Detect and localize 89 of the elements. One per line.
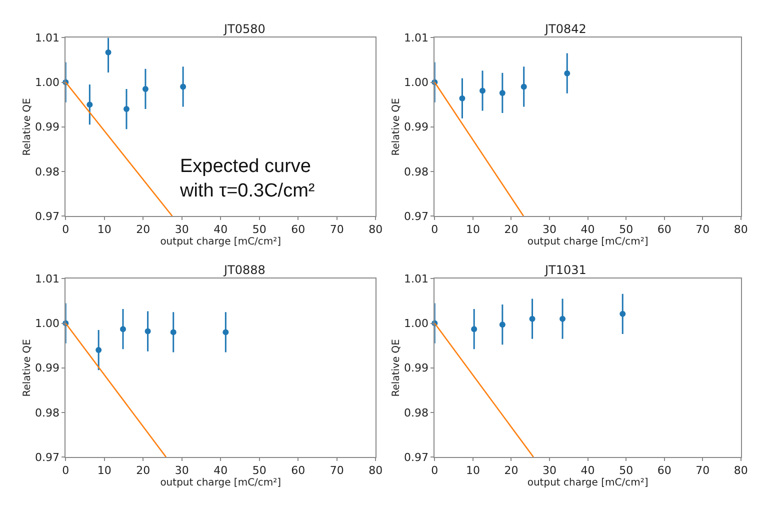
y-tick-label: 0.98 bbox=[34, 165, 60, 178]
x-tick-label: 60 bbox=[291, 223, 306, 236]
point bbox=[529, 316, 536, 322]
x-tick-label: 0 bbox=[62, 223, 70, 236]
y-axis-title: Relative QE bbox=[22, 98, 33, 156]
point bbox=[564, 70, 570, 76]
x-tick-label: 20 bbox=[136, 223, 150, 236]
point bbox=[120, 326, 126, 332]
x-tick-label: 40 bbox=[580, 464, 595, 478]
y-tick-label: 0.98 bbox=[34, 406, 60, 420]
y-tick-label: 0.99 bbox=[404, 120, 428, 134]
x-tick-label: 80 bbox=[734, 464, 748, 478]
chart-title: JT0580 bbox=[223, 22, 266, 36]
point bbox=[180, 84, 186, 90]
x-tick-label: 10 bbox=[466, 223, 480, 236]
x-tick-label: 70 bbox=[330, 464, 344, 478]
point bbox=[96, 347, 102, 354]
x-axis-title: output charge [mC/cm²] bbox=[160, 236, 282, 248]
point bbox=[105, 49, 112, 56]
x-tick-label: 0 bbox=[431, 464, 438, 478]
y-tick-label: 0.97 bbox=[404, 450, 428, 464]
x-tick-label: 70 bbox=[696, 223, 710, 236]
x-axis-title: output charge [mC/cm²] bbox=[160, 478, 282, 489]
chart-title: JT0888 bbox=[223, 263, 266, 277]
y-tick-label: 1.01 bbox=[34, 32, 60, 45]
x-tick-label: 80 bbox=[368, 223, 383, 236]
x-tick-label: 0 bbox=[62, 464, 70, 478]
y-tick-label: 0.99 bbox=[404, 362, 428, 375]
x-tick-label: 70 bbox=[696, 464, 710, 478]
x-tick-label: 30 bbox=[542, 223, 557, 236]
point bbox=[170, 329, 176, 336]
x-tick-label: 30 bbox=[174, 464, 189, 478]
point bbox=[222, 329, 229, 336]
y-tick-label: 1.00 bbox=[404, 76, 428, 90]
y-tick-label: 0.99 bbox=[34, 120, 60, 134]
y-tick-label: 1.01 bbox=[34, 272, 60, 286]
x-tick-label: 30 bbox=[174, 223, 189, 236]
x-tick-label: 20 bbox=[504, 464, 518, 478]
y-tick-label: 0.97 bbox=[34, 450, 60, 464]
point bbox=[499, 90, 506, 96]
x-tick-label: 50 bbox=[252, 464, 266, 478]
x-tick-label: 80 bbox=[734, 223, 748, 236]
annotation: Expected curve with τ=0.3C/cm² bbox=[179, 156, 315, 202]
x-tick-label: 60 bbox=[657, 223, 672, 236]
point bbox=[620, 310, 626, 317]
y-tick-label: 1.01 bbox=[404, 272, 428, 286]
x-tick-label: 60 bbox=[291, 464, 306, 478]
x-tick-label: 70 bbox=[330, 223, 344, 236]
x-tick-label: 80 bbox=[368, 464, 383, 478]
point bbox=[144, 328, 151, 334]
x-tick-label: 20 bbox=[504, 223, 518, 236]
point bbox=[471, 326, 478, 332]
y-tick-label: 1.00 bbox=[404, 317, 428, 330]
x-axis-title: output charge [mC/cm²] bbox=[527, 478, 648, 489]
x-tick-label: 10 bbox=[466, 464, 480, 478]
point bbox=[459, 95, 466, 102]
x-tick-label: 0 bbox=[431, 223, 438, 236]
point bbox=[86, 102, 93, 108]
point bbox=[142, 86, 148, 92]
x-tick-label: 40 bbox=[214, 464, 228, 478]
point bbox=[520, 84, 527, 90]
chart-title: JT1031 bbox=[544, 263, 586, 277]
point bbox=[499, 322, 506, 328]
y-axis-title: Relative QE bbox=[390, 98, 402, 156]
x-tick-label: 20 bbox=[136, 464, 150, 478]
point bbox=[560, 316, 566, 322]
y-axis-title: Relative QE bbox=[390, 339, 402, 397]
x-tick-label: 40 bbox=[580, 223, 595, 236]
y-tick-label: 1.00 bbox=[34, 76, 60, 90]
y-tick-label: 0.97 bbox=[34, 210, 60, 223]
chart-title: JT0842 bbox=[544, 22, 586, 36]
x-axis-title: output charge [mC/cm²] bbox=[527, 236, 648, 248]
x-tick-label: 30 bbox=[542, 464, 557, 478]
x-tick-label: 40 bbox=[214, 223, 228, 236]
y-tick-label: 0.98 bbox=[404, 165, 428, 178]
x-tick-label: 10 bbox=[97, 223, 112, 236]
y-tick-label: 1.00 bbox=[34, 317, 60, 330]
y-tick-label: 0.98 bbox=[404, 406, 428, 420]
x-tick-label: 60 bbox=[657, 464, 672, 478]
y-axis-title: Relative QE bbox=[22, 339, 33, 397]
y-tick-label: 1.01 bbox=[404, 32, 428, 45]
point bbox=[123, 106, 130, 112]
x-tick-label: 50 bbox=[619, 464, 634, 478]
x-tick-label: 50 bbox=[252, 223, 266, 236]
point bbox=[480, 88, 486, 94]
x-tick-label: 50 bbox=[619, 223, 634, 236]
x-tick-label: 10 bbox=[97, 464, 112, 478]
y-tick-label: 0.99 bbox=[34, 362, 60, 375]
y-tick-label: 0.97 bbox=[404, 210, 428, 223]
